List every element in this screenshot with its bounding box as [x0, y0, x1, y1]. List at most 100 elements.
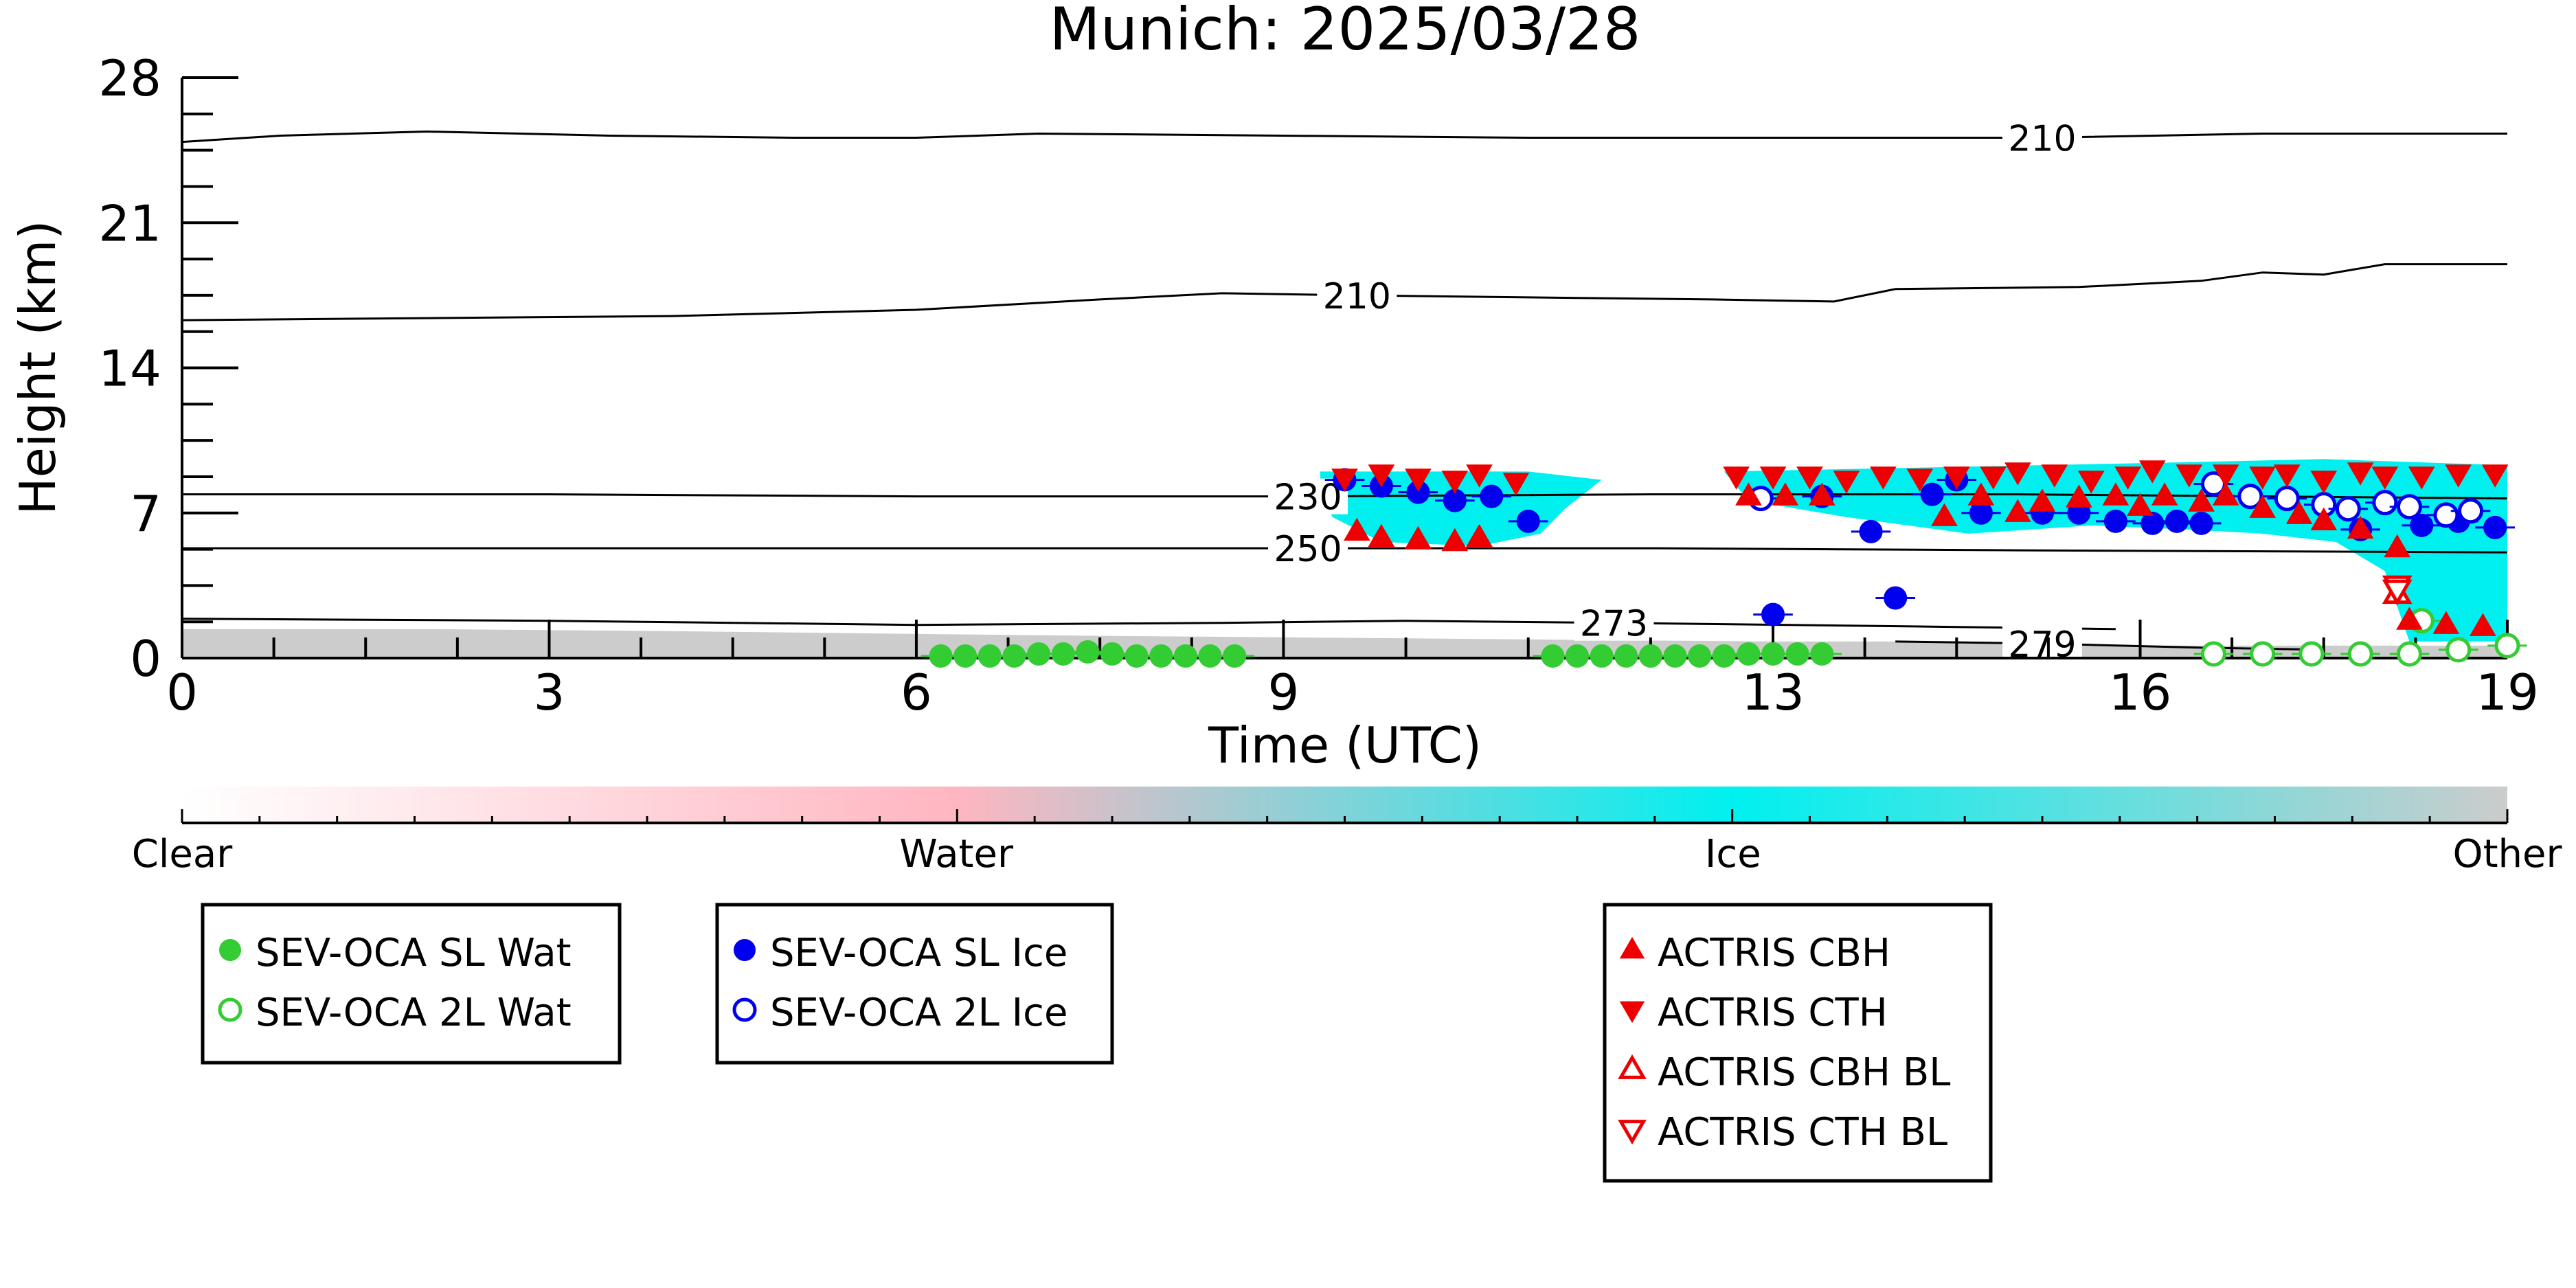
chart-title: Munich: 2025/03/28	[1050, 0, 1641, 64]
actris-cth-point	[1405, 468, 1432, 492]
colorbar-label: Other	[2452, 832, 2562, 877]
y-tick-label: 21	[98, 194, 161, 252]
contour-line	[181, 130, 2507, 144]
actris-cth-point	[1502, 473, 1530, 496]
sev-oca-sl-ice-point	[2402, 513, 2442, 537]
sev-oca-2l-ice-point	[2230, 484, 2270, 510]
legend-marker	[1619, 1001, 1645, 1024]
actris-cbh-point	[1808, 482, 1835, 506]
legend-entry-label: SEV-OCA 2L Wat	[256, 991, 572, 1035]
sev-oca-sl-wat-point	[1802, 642, 1842, 666]
actris-cbh-point	[2347, 515, 2374, 539]
legend-entry-label: SEV-OCA SL Wat	[256, 931, 572, 975]
colorbar-labels: Clear Water Ice Other	[132, 832, 2563, 877]
y-axis-ticks: 0 7 14 21 28	[98, 49, 238, 688]
actris-cbh-point	[2188, 488, 2215, 512]
actris-cbh-point	[2432, 611, 2460, 634]
x-axis-label: Time (UTC)	[1208, 716, 1482, 774]
actris-cbh-point	[2470, 613, 2496, 636]
x-tick-label: 0	[166, 664, 198, 721]
actris-cth-point	[2273, 464, 2301, 488]
legend-box: SEV-OCA SL Ice SEV-OCA 2L Ice	[715, 903, 1114, 1065]
actris-cth-point	[1368, 464, 1395, 488]
legend-marker	[732, 997, 757, 1022]
contour-line	[181, 263, 2507, 321]
sev-oca-sl-ice-point	[1435, 488, 1475, 512]
actris-cbh-point	[1405, 526, 1432, 550]
actris-cbh-point	[1466, 523, 1493, 547]
sev-oca-2l-wat-point	[2292, 641, 2331, 667]
y-axis-label: Height (km)	[9, 221, 67, 515]
sev-oca-sl-ice-point	[2181, 511, 2222, 535]
actris-cth-point	[1943, 466, 1970, 490]
legend-frame	[201, 903, 622, 1065]
legends: SEV-OCA SL Wat SEV-OCA 2L Wat SEV-OCA SL I…	[201, 903, 1993, 1183]
actris-cth-point	[2212, 464, 2239, 488]
legend-entry-label: ACTRIS CBH BL	[1658, 1050, 1950, 1095]
sev-oca-sl-ice-point	[1875, 586, 1916, 610]
x-tick-label: 3	[534, 664, 565, 721]
colorbar-label: Clear	[132, 832, 233, 877]
sev-oca-sl-ice-point	[1471, 484, 1512, 508]
actris-cbh-point	[1967, 482, 1995, 506]
legend-entry-label: ACTRIS CTH	[1658, 991, 1888, 1035]
actris-cbh-point	[2151, 482, 2178, 506]
actris-cth-point	[2041, 464, 2068, 488]
contour-label-bg	[1317, 277, 1397, 313]
legend-box: SEV-OCA SL Wat SEV-OCA 2L Wat	[201, 903, 622, 1065]
actris-cth-point	[2176, 464, 2203, 488]
legend-marker	[734, 939, 756, 961]
x-axis-ticks: 0 3 6 9 13 16 19	[166, 620, 2539, 721]
legend-entry-label: SEV-OCA 2L Ice	[770, 991, 1067, 1035]
sev-oca-2l-wat-point	[2487, 633, 2527, 659]
actris-cth-point	[1980, 466, 2007, 490]
legend-marker	[218, 997, 242, 1022]
actris-cbh-point	[2029, 488, 2056, 512]
legend-marker	[219, 939, 241, 961]
sev-oca-sl-wat-point	[1214, 644, 1254, 668]
actris-cth-point	[2004, 462, 2031, 486]
actris-cbh-point	[1931, 503, 1958, 526]
data-markers	[920, 460, 2527, 668]
contour-label: 250	[1274, 529, 1342, 570]
actris-cbh-point	[2212, 482, 2239, 506]
actris-cth-point	[2445, 464, 2472, 488]
actris-cth-point	[2310, 471, 2338, 494]
legend-entry-label: ACTRIS CTH BL	[1658, 1110, 1947, 1155]
actris-cbh-point	[2285, 501, 2313, 524]
y-tick-label: 7	[130, 485, 161, 543]
sev-oca-sl-ice-point	[2096, 509, 2136, 533]
legend-marker	[1619, 936, 1645, 959]
y-tick-label: 0	[130, 630, 161, 688]
colorbar: Clear Water Ice Other	[132, 787, 2563, 877]
contour-line	[181, 618, 2116, 631]
sev-oca-2l-wat-point	[2242, 641, 2283, 667]
actris-cth-point	[2371, 466, 2399, 490]
actris-cth-point	[1759, 466, 1787, 490]
actris-cbh-point	[2310, 507, 2338, 530]
sev-oca-2l-wat-point	[2438, 637, 2478, 663]
actris-cbh-point	[2396, 607, 2423, 630]
actris-cth-point	[1833, 471, 1860, 494]
legend-frame	[715, 903, 1114, 1065]
x-tick-label: 19	[2476, 664, 2539, 721]
actris-cth-point	[2249, 466, 2276, 490]
colorbar-label: Ice	[1705, 832, 1761, 877]
legend-frame	[1603, 903, 1993, 1183]
contour-label-bg	[2002, 625, 2082, 662]
colorbar-ticks	[181, 809, 2509, 823]
sev-oca-2l-ice-point	[2328, 496, 2369, 522]
legend-marker	[1618, 1054, 1647, 1079]
sev-oca-sl-ice-point	[2157, 509, 2197, 533]
sev-oca-sl-ice-point	[1851, 519, 1891, 543]
actris-cbh-point	[1368, 523, 1395, 547]
actris-cth-point	[1331, 468, 1358, 492]
contour-label: 230	[1274, 477, 1342, 519]
actris-cth-point	[1466, 464, 1493, 488]
contour-label-bg	[2002, 120, 2082, 156]
sev-oca-sl-ice-point	[1753, 602, 1793, 626]
legend-entry-label: SEV-OCA SL Ice	[770, 931, 1067, 975]
sev-oca-2l-wat-point	[2193, 641, 2234, 667]
